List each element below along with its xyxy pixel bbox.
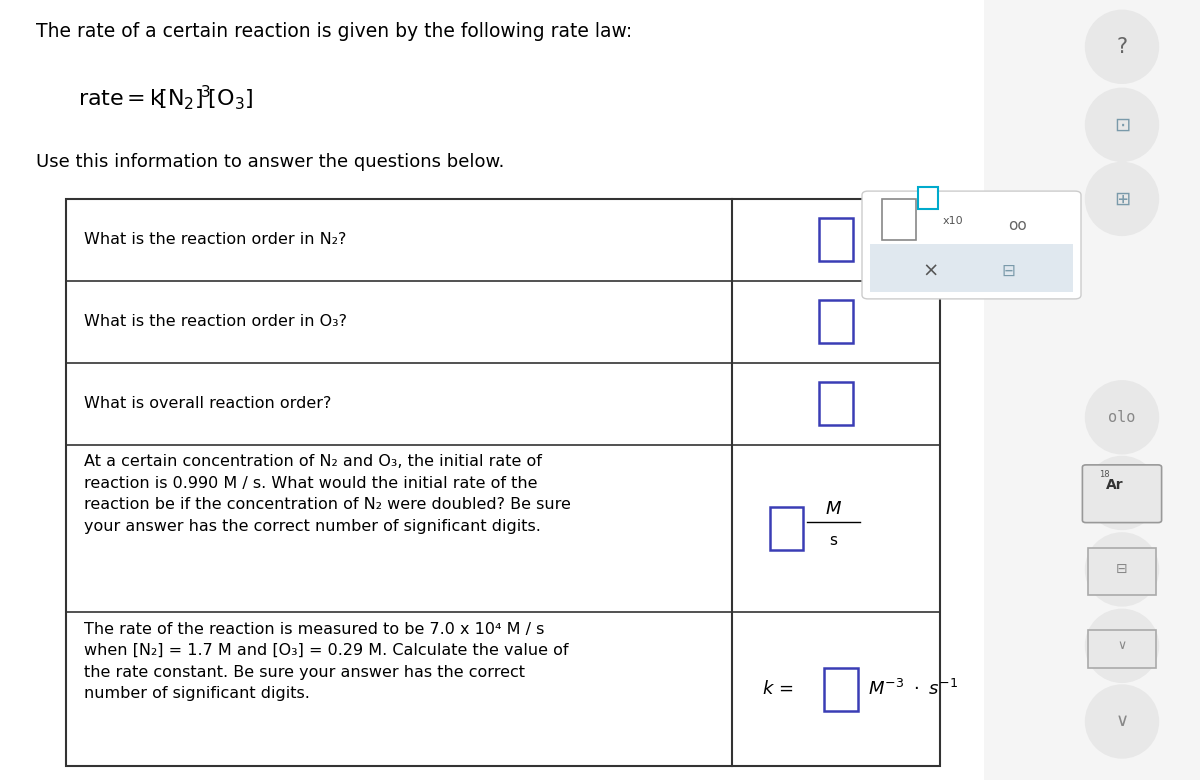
Text: ⊞: ⊞	[1114, 190, 1130, 208]
Text: $M$: $M$	[824, 500, 842, 518]
Ellipse shape	[1085, 456, 1159, 530]
Text: What is overall reaction order?: What is overall reaction order?	[84, 396, 331, 411]
Bar	[824, 668, 858, 711]
Text: x10: x10	[942, 215, 964, 225]
Ellipse shape	[1085, 161, 1159, 236]
Ellipse shape	[1085, 87, 1159, 162]
Text: $M^{-3}\ \cdot\ s^{-1}$: $M^{-3}\ \cdot\ s^{-1}$	[868, 679, 958, 699]
Text: ∨: ∨	[1116, 712, 1128, 731]
Bar	[66, 199, 940, 766]
Ellipse shape	[1085, 532, 1159, 607]
Text: At a certain concentration of N₂ and O₃, the initial rate of
reaction is 0.990 M: At a certain concentration of N₂ and O₃,…	[84, 454, 571, 534]
Text: ×: ×	[922, 261, 938, 281]
FancyBboxPatch shape	[862, 191, 1081, 299]
Text: The rate of the reaction is measured to be 7.0 x 10⁴ M / s
when [N₂] = 1.7 M and: The rate of the reaction is measured to …	[84, 622, 569, 701]
FancyBboxPatch shape	[1082, 465, 1162, 523]
Text: What is the reaction order in O₃?: What is the reaction order in O₃?	[84, 314, 347, 329]
Bar	[882, 200, 916, 240]
Bar	[770, 507, 804, 550]
Text: ⊟: ⊟	[1002, 262, 1015, 280]
Ellipse shape	[1085, 9, 1159, 84]
Bar	[818, 300, 852, 343]
Bar	[870, 244, 1073, 292]
Bar	[1088, 630, 1156, 668]
Bar	[818, 382, 852, 425]
Text: ?: ?	[1116, 37, 1128, 57]
Bar	[818, 218, 852, 261]
Bar	[918, 187, 937, 209]
Text: ⊡: ⊡	[1114, 115, 1130, 134]
Text: s: s	[829, 533, 838, 548]
Text: Ar: Ar	[1106, 478, 1123, 492]
Text: ⊟: ⊟	[1116, 562, 1128, 576]
Bar	[1088, 548, 1156, 595]
Text: $k\,=\,$: $k\,=\,$	[762, 680, 794, 698]
Text: olo: olo	[1109, 410, 1135, 425]
Text: ∨: ∨	[1117, 640, 1127, 652]
Text: 18: 18	[1099, 470, 1109, 479]
Ellipse shape	[1085, 684, 1159, 759]
Ellipse shape	[1085, 608, 1159, 683]
Text: What is the reaction order in N₂?: What is the reaction order in N₂?	[84, 232, 347, 247]
Text: Use this information to answer the questions below.: Use this information to answer the quest…	[36, 153, 504, 172]
Text: The rate of a certain reaction is given by the following rate law:: The rate of a certain reaction is given …	[36, 22, 632, 41]
Bar	[984, 0, 1200, 780]
Text: oo: oo	[1008, 218, 1026, 233]
Ellipse shape	[1085, 380, 1159, 455]
Text: rate$\,$=$\,$k$\!\left[\mathrm{N_2}\right]^{\!3}\!\left[\mathrm{O_3}\right]$: rate$\,$=$\,$k$\!\left[\mathrm{N_2}\righ…	[78, 83, 253, 112]
